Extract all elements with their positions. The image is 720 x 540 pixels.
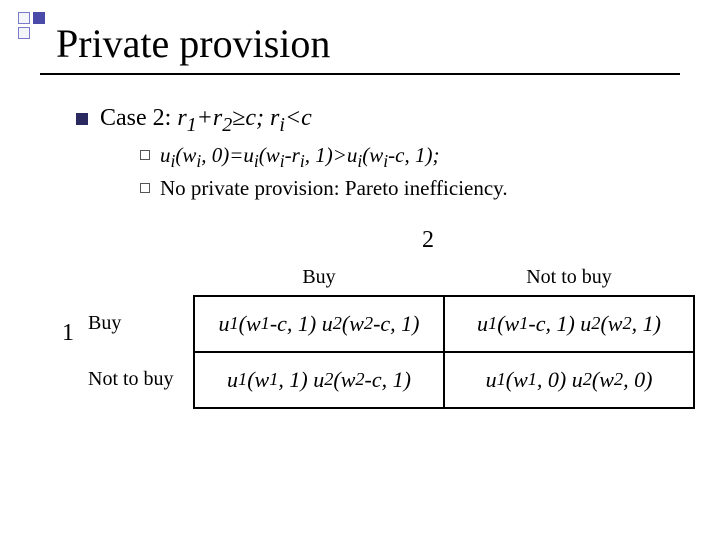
col-header-buy: Buy xyxy=(194,260,444,296)
decor-square xyxy=(18,12,30,24)
bullet-item: Case 2: r1+r2≥c; ri<c ui(wi, 0)=ui(wi-ri… xyxy=(76,105,680,205)
slide: Private provision Case 2: r1+r2≥c; ri<c … xyxy=(0,0,720,408)
sub-line-2: No private provision: Pareto inefficienc… xyxy=(160,176,508,201)
decor-square-filled xyxy=(33,12,45,24)
case-label: Case 2: xyxy=(100,105,177,131)
sub-bullet-item: ui(wi, 0)=ui(wi-ri, 1)>ui(wi-c, 1); xyxy=(140,143,508,172)
cell-notbuy-buy: u1(w1, 1) u2(w2-c, 1) xyxy=(193,351,445,409)
player1-label: 1 xyxy=(62,320,74,347)
case-math: r1+r2≥c; ri<c xyxy=(177,105,311,131)
corner-decor xyxy=(18,12,45,39)
cell-buy-notbuy: u1(w1-c, 1) u2(w2, 1) xyxy=(443,295,695,353)
case-line: Case 2: r1+r2≥c; ri<c ui(wi, 0)=ui(wi-ri… xyxy=(100,105,508,205)
payoff-matrix: Buy Not to buy Buy u1(w1-c, 1) u2(w2-c, … xyxy=(84,260,694,408)
cell-buy-buy: u1(w1-c, 1) u2(w2-c, 1) xyxy=(193,295,445,353)
cell-notbuy-notbuy: u1(w1, 0) u2(w2, 0) xyxy=(443,351,695,409)
col-header-notbuy: Not to buy xyxy=(444,260,694,296)
payoff-matrix-wrap: 1 Buy Not to buy Buy u1(w1-c, 1) u2(w2-c… xyxy=(76,260,680,408)
sub-bullet-item: No private provision: Pareto inefficienc… xyxy=(140,176,508,201)
player2-label: 2 xyxy=(76,227,680,254)
row-header-notbuy: Not to buy xyxy=(84,352,194,408)
row-header-buy: Buy xyxy=(84,296,194,352)
sub-line-1: ui(wi, 0)=ui(wi-ri, 1)>ui(wi-c, 1); xyxy=(160,143,439,172)
sub-list: ui(wi, 0)=ui(wi-ri, 1)>ui(wi-c, 1); No p… xyxy=(140,143,508,201)
decor-square xyxy=(18,27,30,39)
hollow-square-icon xyxy=(140,150,150,160)
title-area: Private provision xyxy=(40,20,680,75)
page-title: Private provision xyxy=(56,20,680,67)
square-bullet-icon xyxy=(76,113,88,125)
content-area: Case 2: r1+r2≥c; ri<c ui(wi, 0)=ui(wi-ri… xyxy=(40,105,680,408)
matrix-corner xyxy=(84,260,194,296)
hollow-square-icon xyxy=(140,183,150,193)
